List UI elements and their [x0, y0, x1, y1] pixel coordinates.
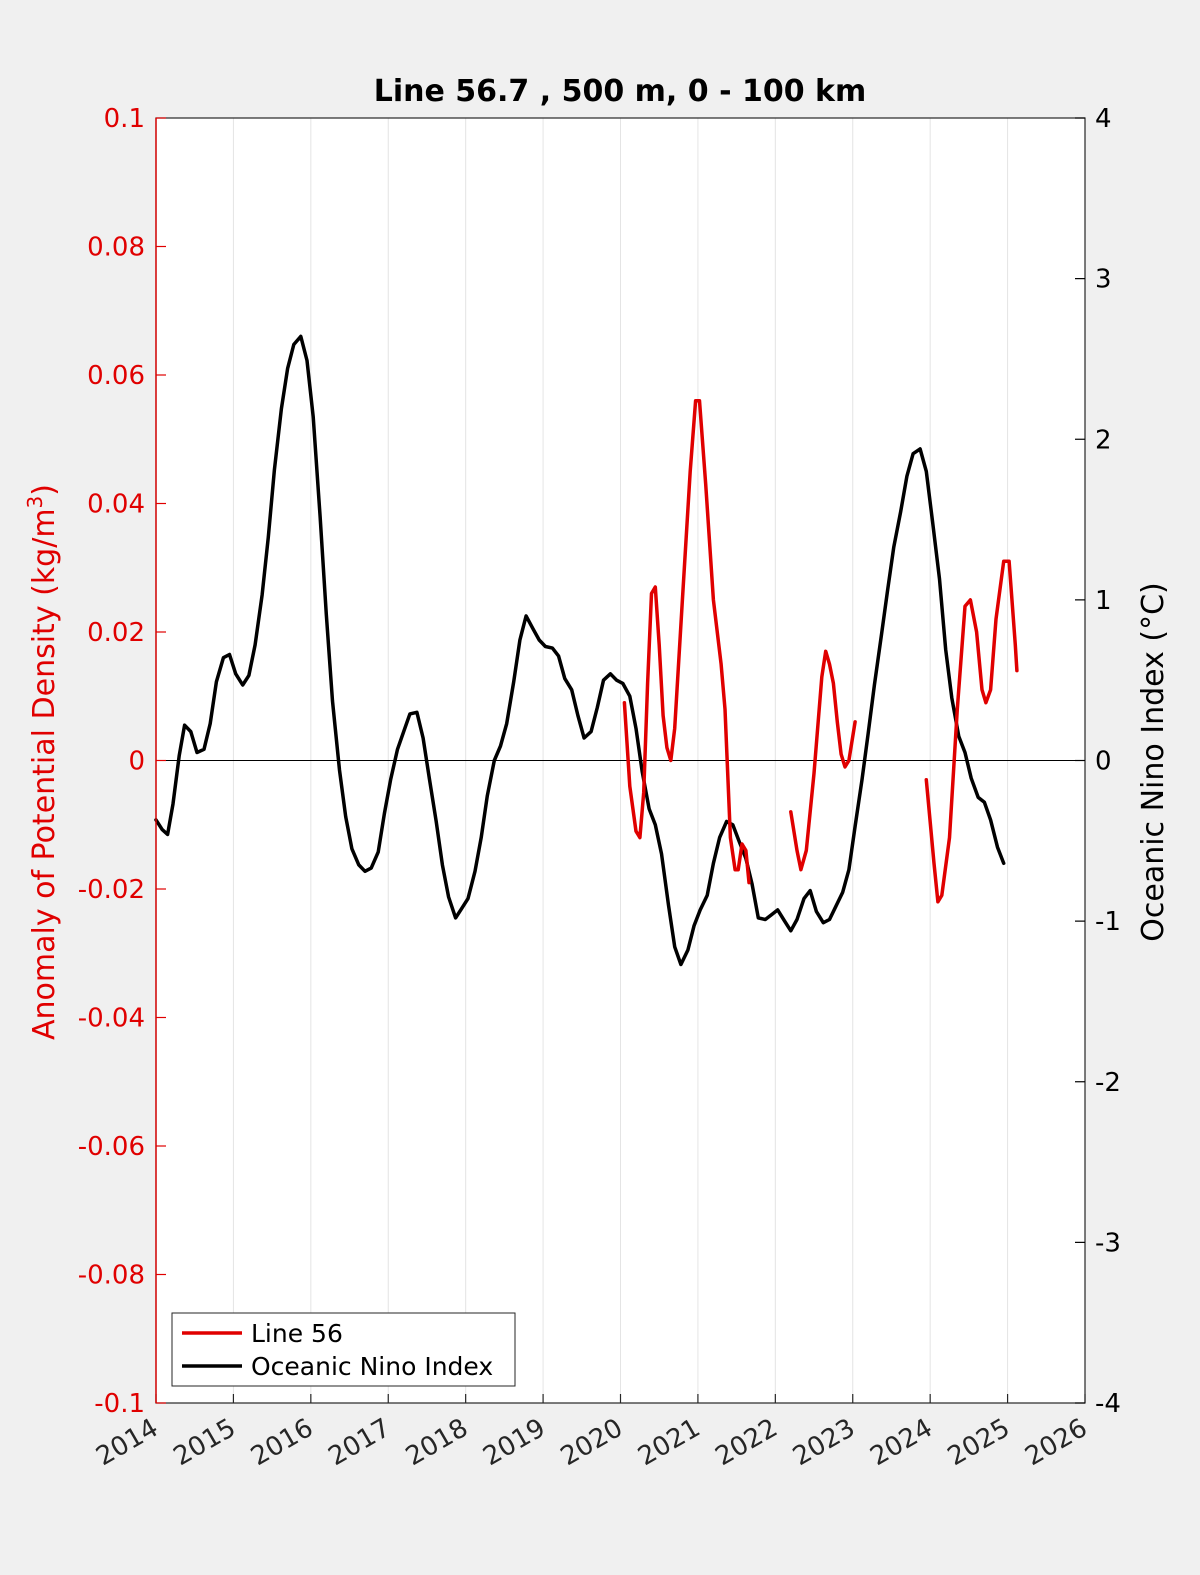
- y-left-tick-label: -0.04: [78, 1004, 145, 1034]
- legend: Line 56 Oceanic Nino Index: [171, 1312, 516, 1387]
- y-right-tick-label: 4: [1095, 104, 1112, 134]
- y-left-tick-label: 0.06: [87, 361, 145, 391]
- y-left-tick-label: 0.08: [87, 233, 145, 263]
- y-right-tick-label: 1: [1095, 586, 1112, 616]
- series-line56-segment-3: [924, 559, 1019, 904]
- series-oceanic-nino-index-line: [154, 334, 1006, 967]
- y-right-tick-label: -2: [1095, 1068, 1121, 1098]
- y-axis-left-label: Anomaly of Potential Density (kg/m3): [23, 484, 62, 1040]
- y-right-tick-label: 2: [1095, 425, 1112, 455]
- series-line56-segment-2: [789, 649, 857, 872]
- legend-label-line56: Line 56: [251, 1319, 343, 1348]
- series-layer: [154, 334, 1019, 967]
- y-left-tick-label: -0.06: [78, 1132, 145, 1162]
- y-left-tick-label: 0.1: [104, 104, 145, 134]
- y-right-tick-label: 0: [1095, 747, 1112, 777]
- y-left-tick-label: -0.08: [78, 1261, 145, 1291]
- y-left-tick-label: -0.1: [94, 1389, 145, 1419]
- series-line56-segment-1: [622, 398, 751, 885]
- chart-title: Line 56.7 , 500 m, 0 - 100 km: [374, 74, 867, 109]
- y-left-tick-label: -0.02: [78, 875, 145, 905]
- y-right-tick-label: -1: [1095, 907, 1121, 937]
- legend-box: [171, 1312, 516, 1387]
- y-right-tick-label: 3: [1095, 265, 1112, 295]
- y-left-tick-label: 0.04: [87, 490, 145, 520]
- y-left-tick-label: 0: [128, 747, 145, 777]
- y-left-tick-label: 0.02: [87, 618, 145, 648]
- legend-label-oni: Oceanic Nino Index: [251, 1352, 493, 1381]
- y-right-tick-label: -4: [1095, 1389, 1121, 1419]
- y-axis-right-label: Oceanic Nino Index (°C): [1136, 582, 1171, 942]
- y-right-tick-label: -3: [1095, 1228, 1121, 1258]
